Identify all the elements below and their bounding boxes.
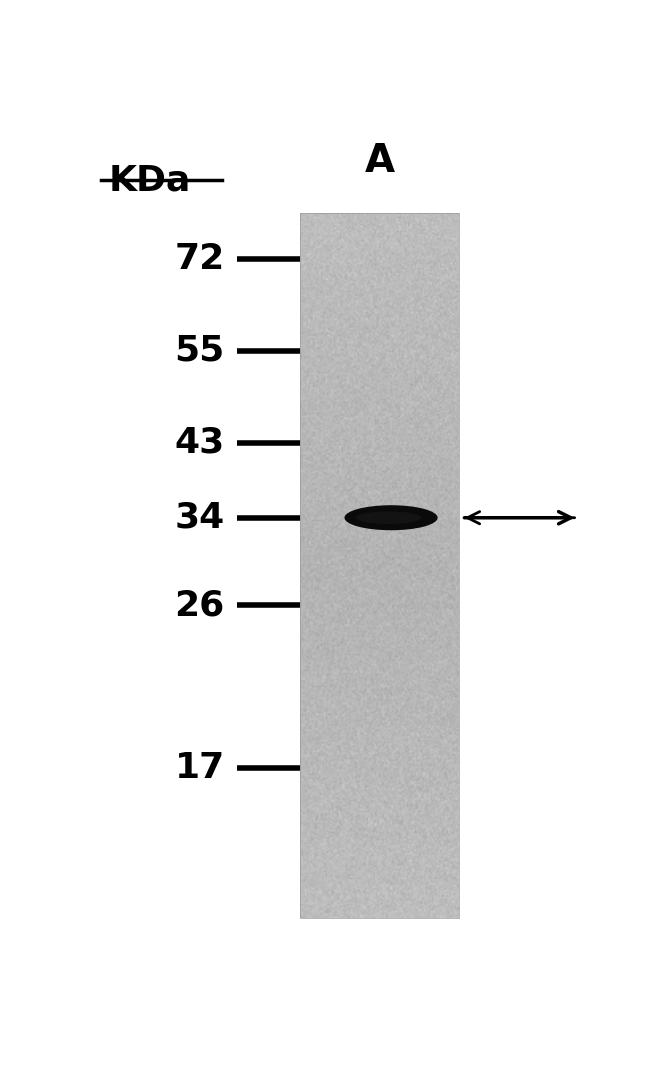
Text: A: A [365, 142, 395, 180]
Text: 17: 17 [175, 751, 225, 785]
Text: 72: 72 [175, 243, 225, 276]
Text: 26: 26 [175, 588, 225, 623]
Text: 43: 43 [175, 426, 225, 459]
Text: 55: 55 [175, 334, 225, 368]
Ellipse shape [344, 505, 437, 531]
Text: 34: 34 [175, 500, 225, 535]
Ellipse shape [356, 511, 421, 524]
Text: KDa: KDa [109, 164, 191, 197]
Bar [300, 213, 459, 918]
